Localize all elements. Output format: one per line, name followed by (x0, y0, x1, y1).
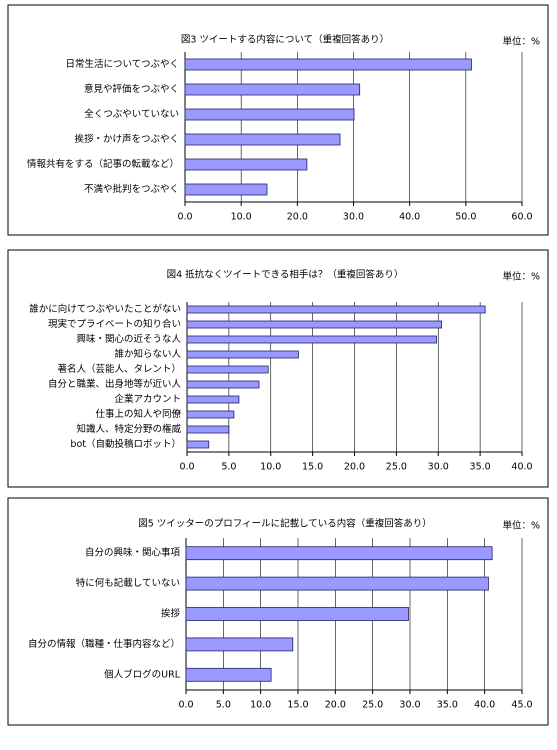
x-tick-label: 15.0 (302, 462, 323, 473)
category-label: 情報共有をする（記事の転載など） (27, 158, 179, 170)
x-tick-label: 0.0 (179, 462, 194, 473)
category-label: 自分の興味・関心事項 (85, 547, 181, 559)
x-tick-label: 40.0 (511, 462, 532, 473)
x-tick-label: 5.0 (221, 462, 236, 473)
category-label: 個人ブログのURL (104, 668, 181, 680)
bar (184, 83, 361, 96)
bar (185, 607, 409, 621)
x-tick-label: 40.0 (399, 212, 420, 223)
bar (185, 667, 272, 682)
bar (184, 183, 268, 196)
category-label: 不満や批判をつぶやく (84, 183, 179, 195)
bar (185, 576, 489, 591)
category-label: 知識人、特定分野の権威 (76, 423, 181, 435)
bar (186, 410, 235, 419)
unit-label: 単位：% (502, 271, 540, 283)
bar (186, 350, 299, 359)
bar (186, 320, 443, 329)
category-label: 誰かに向けてつぶやいたことがない (29, 303, 181, 315)
bar (186, 425, 230, 434)
bar (186, 395, 240, 404)
bar (184, 133, 341, 146)
category-label: 誰か知らない人 (114, 348, 181, 360)
x-tick-label: 5.0 (216, 700, 231, 711)
unit-label: 単位：% (502, 520, 540, 532)
x-tick-label: 35.0 (470, 462, 491, 473)
x-tick-label: 30.0 (343, 212, 364, 223)
category-label: bot（自動投稿ロボット） (70, 438, 181, 450)
x-tick-label: 20.0 (344, 462, 365, 473)
category-label: 挨拶・かけ声をつぶやく (74, 133, 179, 145)
bar (186, 305, 486, 314)
x-tick-label: 20.0 (287, 212, 308, 223)
category-label: 日常生活についてつぶやく (65, 58, 179, 70)
unit-label: 単位：% (502, 36, 540, 48)
x-tick-label: 40.0 (474, 700, 495, 711)
x-tick-label: 15.0 (287, 700, 308, 711)
x-tick-label: 60.0 (511, 212, 532, 223)
category-label: 仕事上の知人や同僚 (95, 408, 181, 420)
category-label: 著名人（芸能人、タレント） (57, 363, 181, 375)
category-label: 自分の情報（職種・仕事内容など） (28, 638, 180, 650)
bar (184, 58, 472, 71)
x-tick-label: 25.0 (362, 700, 383, 711)
x-tick-label: 50.0 (455, 212, 476, 223)
bar (185, 546, 493, 561)
x-tick-label: 35.0 (437, 700, 458, 711)
x-tick-label: 10.0 (250, 700, 271, 711)
x-tick-label: 0.0 (177, 212, 192, 223)
category-label: 意見や評価をつぶやく (84, 83, 179, 95)
bar (186, 335, 437, 344)
bar (186, 380, 260, 389)
category-label: 企業アカウント (114, 393, 181, 405)
panel (7, 249, 549, 488)
x-tick-label: 20.0 (325, 700, 346, 711)
bar (184, 108, 355, 121)
x-tick-label: 0.0 (178, 700, 193, 711)
bar (185, 637, 294, 652)
chart-title: 図5 ツイッターのプロフィールに記載している内容（重複回答あり） (138, 518, 432, 530)
category-label: 全くつぶやいていない (84, 108, 179, 120)
bar (186, 440, 210, 449)
category-label: 自分と職業、出身地等が近い人 (48, 378, 182, 390)
bar (184, 158, 308, 171)
x-tick-label: 30.0 (399, 700, 420, 711)
x-tick-label: 10.0 (231, 212, 252, 223)
category-label: 特に何も記載していない (76, 577, 180, 589)
x-tick-label: 10.0 (260, 462, 281, 473)
category-label: 現実でプライベートの知り合い (48, 318, 181, 330)
x-tick-label: 25.0 (386, 462, 407, 473)
category-label: 興味・関心の近そうな人 (76, 333, 181, 345)
x-tick-label: 45.0 (511, 700, 532, 711)
category-label: 挨拶 (161, 608, 181, 620)
bar (186, 365, 269, 374)
chart-title: 図4 抵抗なくツイートできる相手は？（重複回答あり） (167, 269, 404, 281)
x-tick-label: 30.0 (428, 462, 449, 473)
chart-title: 図3 ツイートする内容について（重複回答あり） (181, 34, 389, 46)
